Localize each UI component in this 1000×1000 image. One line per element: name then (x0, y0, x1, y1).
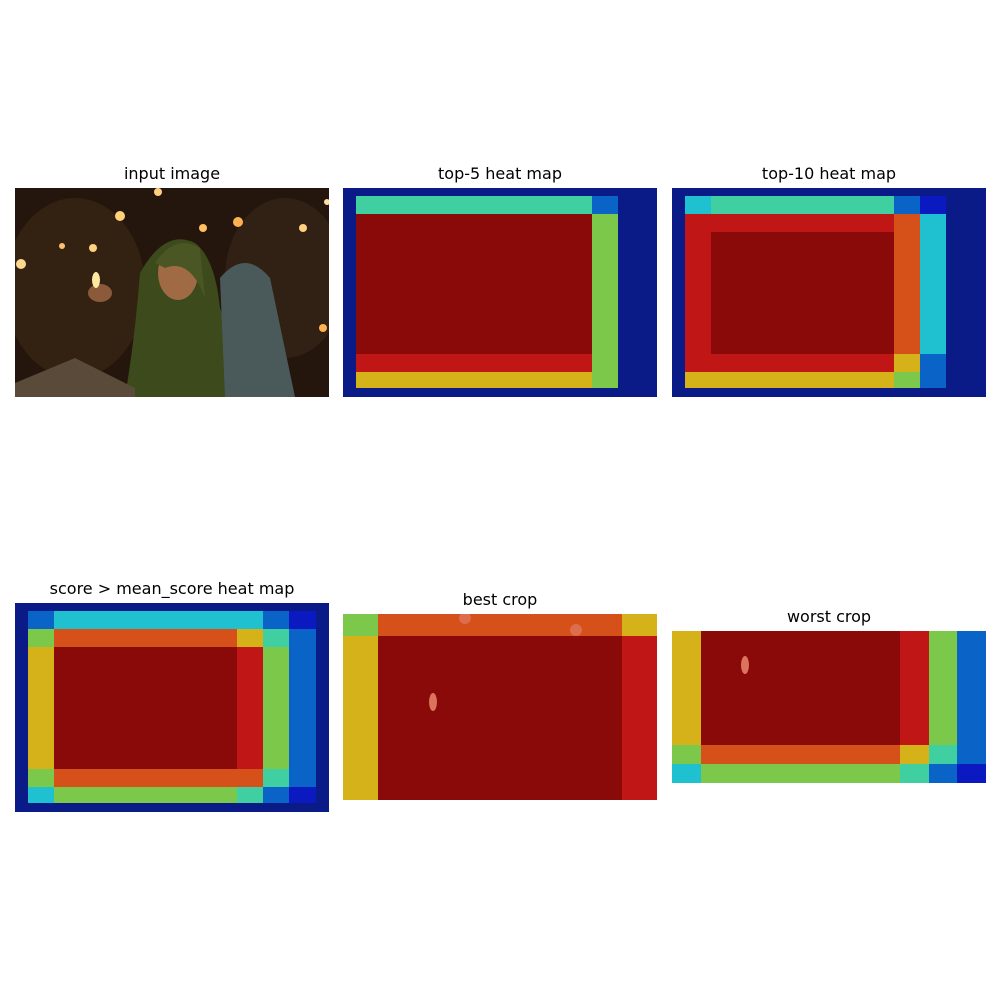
best-crop (343, 614, 657, 800)
panel-title-input: input image (123, 164, 221, 183)
panel-title-best: best crop (462, 590, 538, 609)
panel-title-mean: score > mean_score heat map (49, 579, 295, 598)
heatmap-mean-score (15, 603, 329, 812)
heatmap-top10 (672, 188, 986, 397)
worst-crop (672, 631, 986, 783)
input-image (15, 188, 329, 397)
panel-title-top5: top-5 heat map (438, 164, 562, 183)
panel-title-worst: worst crop (786, 607, 872, 626)
panel-title-top10: top-10 heat map (761, 164, 897, 183)
heatmap-top5 (343, 188, 657, 397)
